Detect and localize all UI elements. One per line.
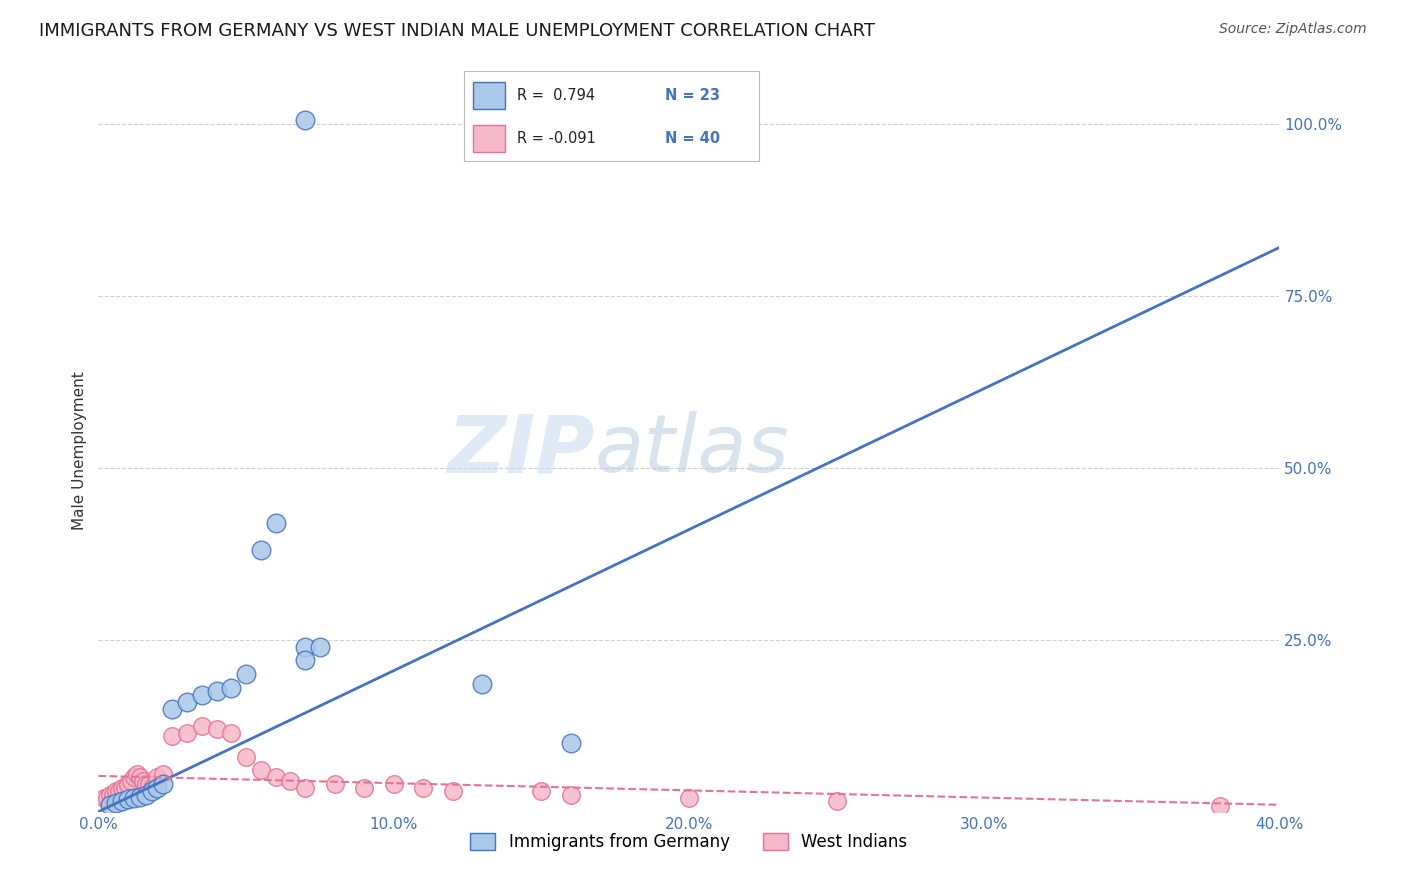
- Bar: [472, 125, 505, 152]
- Point: [294, 113, 316, 128]
- Point: [141, 780, 163, 795]
- Point: [412, 780, 434, 795]
- Point: [138, 777, 160, 791]
- Point: [221, 681, 243, 695]
- Bar: [472, 82, 505, 109]
- Point: [353, 780, 375, 795]
- Point: [132, 773, 155, 788]
- Point: [280, 773, 302, 788]
- Text: N = 40: N = 40: [665, 131, 720, 145]
- Point: [205, 684, 228, 698]
- Point: [146, 780, 169, 795]
- Point: [103, 788, 125, 802]
- Point: [250, 543, 273, 558]
- Point: [294, 780, 316, 795]
- Point: [560, 736, 582, 750]
- Legend: Immigrants from Germany, West Indians: Immigrants from Germany, West Indians: [464, 826, 914, 857]
- Point: [108, 784, 131, 798]
- Point: [152, 767, 174, 781]
- Point: [678, 791, 700, 805]
- Point: [125, 767, 148, 781]
- Point: [162, 729, 183, 743]
- Text: Source: ZipAtlas.com: Source: ZipAtlas.com: [1219, 22, 1367, 37]
- Point: [146, 770, 169, 784]
- Point: [294, 640, 316, 654]
- Point: [264, 516, 287, 530]
- Text: atlas: atlas: [595, 411, 789, 490]
- Y-axis label: Male Unemployment: Male Unemployment: [72, 371, 87, 530]
- Point: [111, 794, 134, 808]
- Text: ZIP: ZIP: [447, 411, 595, 490]
- Point: [221, 725, 243, 739]
- Point: [152, 777, 174, 791]
- Point: [530, 784, 553, 798]
- Point: [117, 777, 139, 791]
- Point: [191, 719, 214, 733]
- Point: [264, 770, 287, 784]
- Point: [323, 777, 346, 791]
- Point: [235, 667, 257, 681]
- Point: [176, 695, 198, 709]
- Point: [141, 784, 163, 798]
- Text: IMMIGRANTS FROM GERMANY VS WEST INDIAN MALE UNEMPLOYMENT CORRELATION CHART: IMMIGRANTS FROM GERMANY VS WEST INDIAN M…: [39, 22, 876, 40]
- Point: [235, 749, 257, 764]
- Point: [309, 640, 332, 654]
- Point: [114, 780, 136, 795]
- Text: R =  0.794: R = 0.794: [517, 88, 595, 103]
- Point: [382, 777, 405, 791]
- Point: [128, 789, 150, 804]
- Point: [1209, 799, 1232, 814]
- Point: [93, 791, 115, 805]
- Point: [128, 770, 150, 784]
- Text: R = -0.091: R = -0.091: [517, 131, 596, 145]
- Point: [117, 792, 139, 806]
- Point: [122, 791, 145, 805]
- Point: [105, 797, 128, 811]
- Point: [176, 725, 198, 739]
- Point: [143, 777, 166, 791]
- Point: [135, 788, 157, 802]
- Point: [120, 773, 142, 788]
- Point: [98, 788, 121, 802]
- Point: [96, 791, 118, 805]
- Point: [98, 797, 121, 812]
- Point: [250, 764, 273, 778]
- Point: [111, 780, 134, 795]
- Point: [191, 688, 214, 702]
- Point: [441, 784, 464, 798]
- Point: [294, 653, 316, 667]
- Point: [825, 794, 848, 808]
- Point: [162, 701, 183, 715]
- Point: [105, 784, 128, 798]
- Text: N = 23: N = 23: [665, 88, 720, 103]
- Point: [122, 770, 145, 784]
- Point: [135, 777, 157, 791]
- Point: [471, 677, 494, 691]
- Point: [560, 788, 582, 802]
- Point: [205, 722, 228, 736]
